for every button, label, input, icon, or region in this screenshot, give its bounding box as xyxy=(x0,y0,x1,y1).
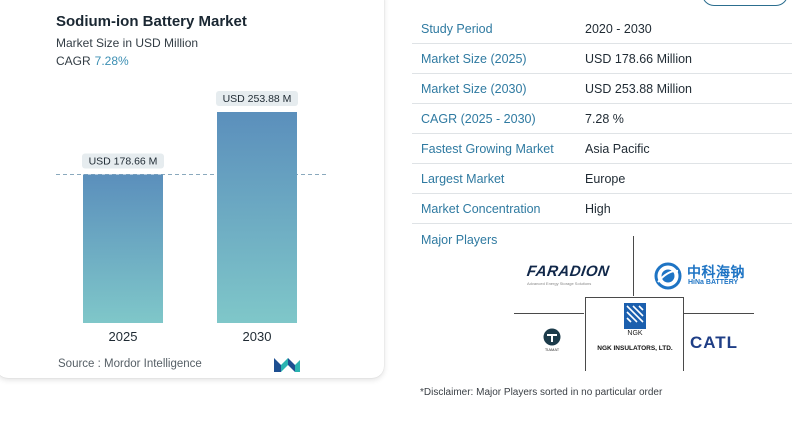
hina-emblem-icon xyxy=(654,262,682,290)
cagr-label: CAGR xyxy=(56,54,91,68)
players-divider xyxy=(585,297,684,298)
major-players-label: Major Players xyxy=(421,233,498,247)
row-key: Fastest Growing Market xyxy=(421,142,554,156)
table-row: CAGR (2025 - 2030) 7.28 % xyxy=(412,104,792,134)
players-divider xyxy=(585,297,586,371)
ngk-emblem-icon xyxy=(624,303,646,329)
players-divider xyxy=(683,297,684,371)
chart-subtitle: Market Size in USD Million xyxy=(56,36,199,50)
ngk-insulators-logo: NGK NGK INSULATORS, LTD. xyxy=(588,303,682,352)
players-divider xyxy=(633,236,634,296)
table-row: Market Size (2030) USD 253.88 Million xyxy=(412,74,792,104)
bar-chart: USD 178.66 M 2025 USD 253.88 M 2030 xyxy=(56,91,326,344)
row-key: Market Concentration xyxy=(421,202,541,216)
table-row: Market Concentration High xyxy=(412,194,792,224)
data-label: USD 253.88 M xyxy=(223,93,292,105)
row-key: Market Size (2030) xyxy=(421,82,527,96)
row-value: Europe xyxy=(585,172,626,186)
x-tick-label: 2030 xyxy=(243,329,272,344)
players-divider xyxy=(514,313,584,314)
source-text: Source : Mordor Intelligence xyxy=(58,358,202,370)
faradion-logo: FARADION Advanced Energy Storage Solutio… xyxy=(525,263,619,286)
row-key: Market Size (2025) xyxy=(421,52,527,66)
players-divider xyxy=(684,313,754,314)
table-row: Fastest Growing Market Asia Pacific xyxy=(412,134,792,164)
header-button[interactable] xyxy=(702,0,788,6)
row-key: Largest Market xyxy=(421,172,505,186)
cagr-value: 7.28% xyxy=(94,54,129,68)
bar-2025 xyxy=(83,174,163,323)
row-value: USD 253.88 Million xyxy=(585,82,692,96)
row-value: 2020 - 2030 xyxy=(585,22,652,36)
row-value: USD 178.66 Million xyxy=(585,52,692,66)
ngk-mark: NGK xyxy=(627,330,643,337)
market-summary-card xyxy=(0,0,384,378)
faradion-tagline: Advanced Energy Storage Solutions xyxy=(527,281,592,286)
row-key: CAGR (2025 - 2030) xyxy=(421,112,536,126)
tiamat-name: TIAMAT xyxy=(544,347,560,352)
cagr-line: CAGR 7.28% xyxy=(56,54,129,68)
bar-2030 xyxy=(217,112,297,323)
table-row: Largest Market Europe xyxy=(412,164,792,194)
ngk-company-name: NGK INSULATORS, LTD. xyxy=(597,345,673,352)
data-label: USD 178.66 M xyxy=(89,156,158,168)
data-label-bg xyxy=(216,91,298,106)
row-value: High xyxy=(585,202,611,216)
market-snapshot-table: Study Period 2020 - 2030 Market Size (20… xyxy=(412,14,792,224)
hina-english-name: HiNa BATTERY xyxy=(688,279,739,286)
x-tick-label: 2025 xyxy=(109,329,138,344)
table-row: Market Size (2025) USD 178.66 Million xyxy=(412,44,792,74)
hina-chinese-name: 中科海钠 xyxy=(687,264,745,280)
mordor-intelligence-logo xyxy=(274,358,300,372)
catl-logo: CATL xyxy=(690,333,739,352)
chart-title: Sodium-ion Battery Market xyxy=(56,13,247,30)
row-value: Asia Pacific xyxy=(585,142,650,156)
data-label-bg xyxy=(82,153,164,169)
tiamat-logo: TIAMAT xyxy=(537,328,567,352)
tiamat-emblem-icon xyxy=(543,328,561,346)
row-key: Study Period xyxy=(421,22,493,36)
table-row: Study Period 2020 - 2030 xyxy=(412,14,792,44)
hina-battery-logo: 中科海钠 HiNa BATTERY xyxy=(654,262,754,290)
disclaimer-text: *Disclaimer: Major Players sorted in no … xyxy=(420,387,663,398)
row-value: 7.28 % xyxy=(585,112,624,126)
faradion-wordmark: FARADION xyxy=(525,263,611,280)
